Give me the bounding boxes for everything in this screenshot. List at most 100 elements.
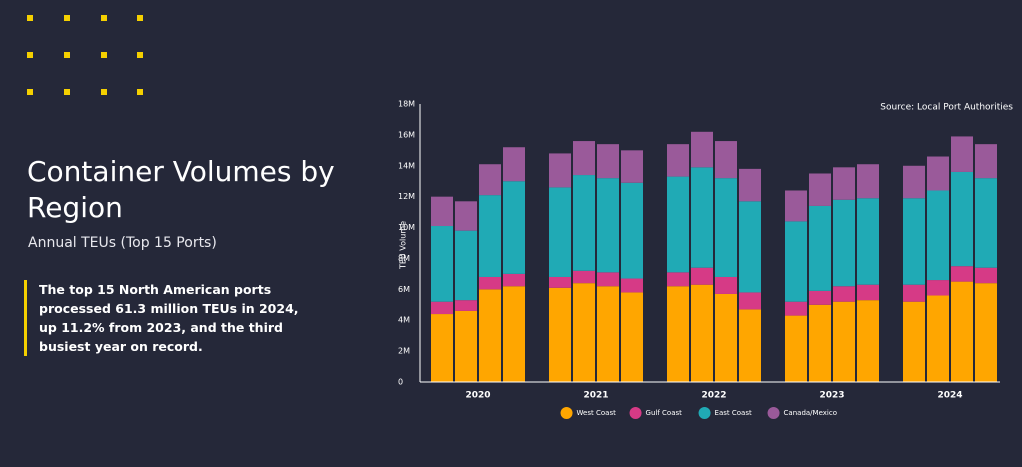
bar-segment [785, 301, 807, 316]
bar-segment [455, 201, 477, 231]
x-group-label: 2021 [583, 391, 608, 401]
bar-segment [833, 301, 855, 382]
bar-segment [809, 304, 831, 382]
legend-label: Gulf Coast [646, 409, 683, 417]
bar-segment [809, 290, 831, 305]
bar-segment [597, 144, 619, 179]
y-tick-label: 14M [398, 161, 415, 170]
bar-segment [597, 272, 619, 287]
bar-segment [833, 199, 855, 287]
dot [27, 15, 33, 21]
dot [27, 89, 33, 95]
bar-segment [667, 176, 689, 273]
y-axis-label: TEU Volume [399, 221, 408, 270]
bar-segment [833, 286, 855, 302]
bar-segment [903, 301, 925, 382]
bar-segment [621, 278, 643, 293]
bar-segment [739, 168, 761, 202]
bar-segment [739, 201, 761, 293]
dot [64, 52, 70, 58]
bar-segment [479, 164, 501, 196]
bar-segment [739, 309, 761, 382]
dot [64, 89, 70, 95]
description: The top 15 North American ports processe… [24, 280, 311, 356]
bar-segment [975, 144, 997, 179]
bar-segment [715, 141, 737, 179]
bar-segment [927, 295, 949, 382]
dot [137, 15, 143, 21]
y-tick-label: 10M [398, 223, 415, 232]
bar-segment [715, 293, 737, 382]
bar-segment [903, 198, 925, 285]
dot [64, 15, 70, 21]
legend-marker [698, 407, 711, 419]
bar-segment [739, 292, 761, 310]
bar-segment [573, 270, 595, 284]
bar-segment [597, 178, 619, 273]
x-group-label: 2020 [465, 391, 490, 401]
bar-segment [857, 164, 879, 199]
bar-segment [621, 292, 643, 382]
bar-segment [503, 147, 525, 182]
bar-segment [503, 273, 525, 287]
y-tick-label: 0 [398, 378, 403, 387]
x-group-label: 2022 [701, 391, 726, 401]
bar-segment [975, 267, 997, 284]
y-tick-label: 4M [398, 316, 410, 325]
source: Source: Local Port Authorities [880, 103, 1013, 113]
dot [137, 89, 143, 95]
bar-segment [503, 181, 525, 274]
bar-segment [431, 314, 453, 382]
bar-segment [857, 300, 879, 382]
bar-segment [549, 287, 571, 382]
legend-label: East Coast [715, 409, 752, 417]
bar-segment [785, 315, 807, 382]
bar-segment [597, 286, 619, 382]
legend-label: West Coast [577, 409, 617, 417]
dot [101, 52, 107, 58]
bar-segment [951, 136, 973, 172]
bar-segment [951, 266, 973, 282]
x-group-label: 2023 [819, 391, 844, 401]
legend-marker [629, 407, 642, 419]
bar-segment [691, 167, 713, 268]
bar-segment [903, 165, 925, 199]
bar-segment [667, 144, 689, 177]
y-tick-label: 16M [398, 130, 415, 139]
y-tick-label: 18M [398, 100, 415, 109]
bar-segment [927, 190, 949, 281]
bar-segment [975, 178, 997, 268]
bar-segment [431, 226, 453, 302]
subtitle: Annual TEUs (Top 15 Ports) [28, 235, 217, 251]
bar-segment [549, 153, 571, 188]
bar-segment [715, 178, 737, 277]
bar-segment [455, 230, 477, 301]
bar-segment [927, 280, 949, 296]
legend-label: Canada/Mexico [784, 409, 837, 417]
y-tick-label: 6M [398, 285, 410, 294]
bar-segment [785, 221, 807, 302]
bar-segment [573, 141, 595, 176]
bar-segment [691, 267, 713, 285]
y-tick-label: 12M [398, 192, 415, 201]
bar-segment [857, 198, 879, 285]
bar-segment [691, 131, 713, 168]
dot [137, 52, 143, 58]
bar-segment [479, 289, 501, 382]
bar-segment [927, 156, 949, 191]
legend-marker [767, 407, 780, 419]
x-group-label: 2024 [937, 391, 962, 401]
bar-segment [549, 276, 571, 288]
title: Container Volumes by Region [27, 155, 335, 224]
bar-segment [667, 286, 689, 382]
bar-segment [809, 205, 831, 291]
bar-segment [479, 276, 501, 290]
bar-segment [455, 300, 477, 311]
bar-segment [951, 281, 973, 382]
bar-segment [431, 196, 453, 227]
bar-segment [549, 187, 571, 277]
bar-segment [455, 310, 477, 382]
bar-segment [621, 182, 643, 279]
